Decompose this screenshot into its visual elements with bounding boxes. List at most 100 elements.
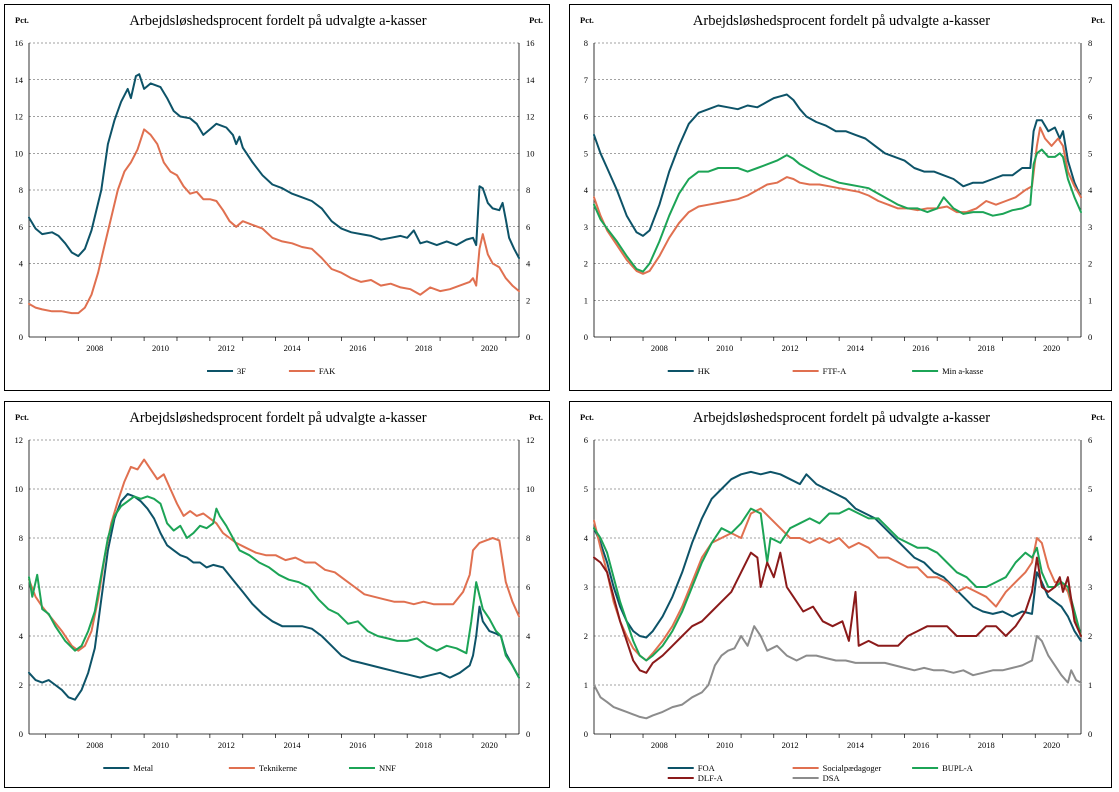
y-tick-label-left: 2 xyxy=(584,259,588,269)
legend-label: BUPL-A xyxy=(942,763,974,773)
y-tick-label-right: 0 xyxy=(526,729,530,739)
y-tick-label-right: 3 xyxy=(1088,222,1092,232)
y-tick-label-right: 2 xyxy=(526,680,530,690)
y-tick-label-left: 0 xyxy=(19,332,23,342)
series-line-metal xyxy=(28,492,520,701)
legend-label: FTF-A xyxy=(823,366,847,376)
legend-label: Teknikerne xyxy=(259,763,297,773)
y-tick-label-right: 0 xyxy=(526,332,530,342)
y-tick-label-right: 5 xyxy=(1088,484,1092,494)
y-tick-label-left: 6 xyxy=(584,435,588,445)
series-line-nnf xyxy=(28,495,520,679)
x-tick-label: 2016 xyxy=(912,343,929,353)
x-tick-label: 2018 xyxy=(978,343,995,353)
y-tick-label-left: 5 xyxy=(584,148,588,158)
y-unit-left: Pct. xyxy=(580,15,594,25)
y-tick-label-left: 10 xyxy=(15,484,24,494)
x-tick-label: 2014 xyxy=(847,343,865,353)
y-tick-label-left: 16 xyxy=(15,38,24,48)
y-tick-label-right: 12 xyxy=(526,112,535,122)
y-tick-label-right: 6 xyxy=(526,222,530,232)
chart-title: Arbejdsløshedsprocent fordelt på udvalgt… xyxy=(693,13,990,29)
y-tick-label-right: 4 xyxy=(526,259,531,269)
y-tick-label-right: 6 xyxy=(1088,112,1092,122)
y-unit-right: Pct. xyxy=(529,412,543,422)
legend-label: HK xyxy=(698,366,711,376)
y-tick-label-left: 6 xyxy=(19,582,23,592)
x-tick-label: 2012 xyxy=(218,740,235,750)
legend-label: FOA xyxy=(698,763,716,773)
y-tick-label-right: 16 xyxy=(526,38,535,48)
y-tick-label-right: 2 xyxy=(1088,631,1092,641)
y-unit-right: Pct. xyxy=(1091,15,1105,25)
chart-panel-foa-bupl-dsa-dlf: Arbejdsløshedsprocent fordelt på udvalgt… xyxy=(569,401,1112,788)
x-tick-label: 2008 xyxy=(651,343,668,353)
y-tick-label-right: 6 xyxy=(526,582,530,592)
chart-svg: Arbejdsløshedsprocent fordelt på udvalgt… xyxy=(580,13,1105,376)
chart-svg: Arbejdsløshedsprocent fordelt på udvalgt… xyxy=(15,410,544,773)
x-tick-label: 2010 xyxy=(716,740,733,750)
y-tick-label-left: 3 xyxy=(584,222,588,232)
y-tick-label-left: 14 xyxy=(15,75,24,85)
y-unit-left: Pct. xyxy=(15,412,29,422)
series-line-dsa xyxy=(593,625,1082,720)
chart-svg: Arbejdsløshedsprocent fordelt på udvalgt… xyxy=(15,13,544,376)
x-tick-label: 2020 xyxy=(1043,343,1060,353)
series-line-foa xyxy=(593,470,1082,642)
x-tick-label: 2018 xyxy=(415,740,432,750)
y-unit-right: Pct. xyxy=(1091,412,1105,422)
series-line-socialpædagoger xyxy=(593,507,1082,662)
y-tick-label-right: 1 xyxy=(1088,295,1092,305)
y-tick-label-left: 1 xyxy=(584,680,588,690)
y-tick-label-left: 0 xyxy=(19,729,23,739)
y-tick-label-right: 1 xyxy=(1088,680,1092,690)
y-tick-label-left: 8 xyxy=(584,38,588,48)
y-tick-label-right: 7 xyxy=(1088,75,1092,85)
y-tick-label-left: 1 xyxy=(584,295,588,305)
x-tick-label: 2014 xyxy=(284,343,302,353)
x-tick-label: 2010 xyxy=(716,343,733,353)
series-line-dlf-a xyxy=(593,551,1082,674)
y-tick-label-left: 10 xyxy=(15,148,24,158)
x-tick-label: 2020 xyxy=(481,343,498,353)
y-tick-label-right: 8 xyxy=(526,533,530,543)
x-tick-label: 2018 xyxy=(978,740,995,750)
legend-label: 3F xyxy=(237,366,246,376)
y-tick-label-right: 14 xyxy=(526,75,535,85)
y-tick-label-left: 2 xyxy=(19,295,23,305)
x-tick-label: 2014 xyxy=(847,740,865,750)
y-tick-label-right: 8 xyxy=(526,185,530,195)
x-tick-label: 2016 xyxy=(912,740,929,750)
series-line-fak xyxy=(28,128,520,315)
y-tick-label-left: 3 xyxy=(584,582,588,592)
x-tick-label: 2012 xyxy=(782,343,799,353)
legend-label: FAK xyxy=(319,366,336,376)
y-tick-label-left: 12 xyxy=(15,435,24,445)
series-line-3f xyxy=(28,73,520,259)
y-tick-label-right: 5 xyxy=(1088,148,1092,158)
series-line-ftf-a xyxy=(593,126,1082,275)
legend-label: NNF xyxy=(379,763,396,773)
y-tick-label-left: 6 xyxy=(584,112,588,122)
y-tick-label-right: 12 xyxy=(526,435,535,445)
y-tick-label-right: 4 xyxy=(526,631,531,641)
y-tick-label-left: 8 xyxy=(19,533,23,543)
legend-label: DSA xyxy=(823,773,841,783)
x-tick-label: 2014 xyxy=(284,740,302,750)
series-line-hk xyxy=(593,93,1082,237)
x-tick-label: 2020 xyxy=(1043,740,1060,750)
y-tick-label-right: 8 xyxy=(1088,38,1092,48)
series-line-bupl-a xyxy=(593,507,1082,662)
y-tick-label-right: 0 xyxy=(1088,332,1092,342)
y-tick-label-left: 4 xyxy=(19,259,24,269)
chart-title: Arbejdsløshedsprocent fordelt på udvalgt… xyxy=(129,410,426,426)
legend-label: Metal xyxy=(133,763,153,773)
y-tick-label-left: 4 xyxy=(584,533,589,543)
chart-svg: Arbejdsløshedsprocent fordelt på udvalgt… xyxy=(580,410,1105,783)
y-tick-label-right: 4 xyxy=(1088,533,1093,543)
y-unit-right: Pct. xyxy=(529,15,543,25)
legend-label: DLF-A xyxy=(698,773,724,783)
y-tick-label-right: 4 xyxy=(1088,185,1093,195)
y-tick-label-right: 6 xyxy=(1088,435,1092,445)
chart-panel-metal-teknikerne-nnf: Arbejdsløshedsprocent fordelt på udvalgt… xyxy=(4,401,550,788)
